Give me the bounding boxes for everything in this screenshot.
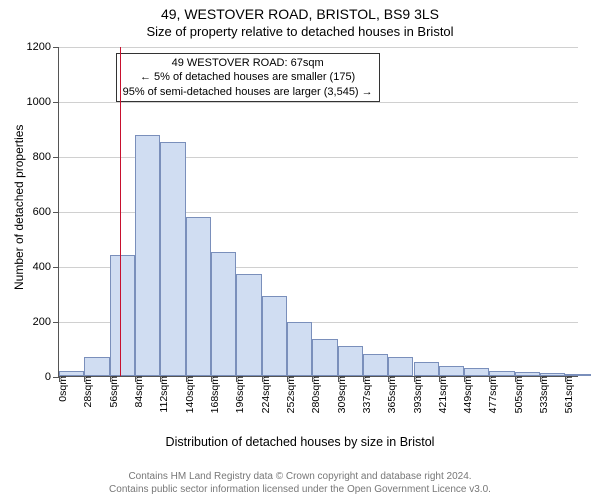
y-tick (53, 47, 59, 48)
y-tick-label: 1200 (27, 41, 51, 53)
histogram-bar (312, 339, 337, 376)
x-tick-label: 252sqm (277, 376, 297, 413)
x-tick-label: 449sqm (454, 376, 474, 413)
x-tick-label: 112sqm (150, 376, 170, 413)
y-tick-label: 1000 (27, 96, 51, 108)
histogram-bar (439, 366, 464, 376)
x-tick-label: 196sqm (226, 376, 246, 413)
histogram-bar (135, 135, 160, 376)
x-tick-label: 365sqm (378, 376, 398, 413)
histogram-bar (262, 296, 287, 376)
histogram-bar (287, 322, 312, 376)
x-tick-label: 0sqm (49, 376, 69, 402)
x-tick-label: 84sqm (125, 376, 145, 408)
x-tick-label: 561sqm (555, 376, 575, 413)
info-box-line2: ← 5% of detached houses are smaller (175… (123, 70, 373, 84)
histogram-bar (186, 217, 211, 377)
y-tick-label: 200 (33, 316, 51, 328)
chart-plot-area: 49 WESTOVER ROAD: 67sqm ← 5% of detached… (58, 47, 578, 377)
marker-line (120, 47, 121, 376)
y-axis-title: Number of detached properties (12, 125, 26, 290)
y-tick (53, 102, 59, 103)
x-tick-label: 533sqm (530, 376, 550, 413)
x-tick-label: 140sqm (176, 376, 196, 413)
histogram-bar (338, 346, 363, 376)
histogram-bar (236, 274, 261, 376)
x-tick-label: 168sqm (201, 376, 221, 413)
y-tick-label: 800 (33, 151, 51, 163)
histogram-bar (160, 142, 185, 376)
x-tick-label: 28sqm (74, 376, 94, 408)
x-tick-label: 56sqm (100, 376, 120, 408)
x-tick-label: 421sqm (429, 376, 449, 413)
histogram-bar (414, 362, 439, 376)
histogram-bar (388, 357, 413, 376)
histogram-bar (84, 357, 109, 376)
y-tick (53, 157, 59, 158)
credits-line1: Contains HM Land Registry data © Crown c… (0, 471, 600, 484)
x-tick-label: 393sqm (404, 376, 424, 413)
info-box-line3: 95% of semi-detached houses are larger (… (123, 85, 373, 99)
info-box: 49 WESTOVER ROAD: 67sqm ← 5% of detached… (116, 53, 380, 102)
y-tick-label: 600 (33, 206, 51, 218)
y-tick-label: 400 (33, 261, 51, 273)
histogram-bar (464, 368, 489, 376)
gridline-h (59, 102, 578, 103)
x-tick-label: 309sqm (328, 376, 348, 413)
credits: Contains HM Land Registry data © Crown c… (0, 471, 600, 496)
y-tick (53, 212, 59, 213)
x-tick-label: 337sqm (353, 376, 373, 413)
page-title: 49, WESTOVER ROAD, BRISTOL, BS9 3LS (0, 6, 600, 22)
x-tick-label: 505sqm (505, 376, 525, 413)
x-tick-label: 224sqm (252, 376, 272, 413)
info-box-line1: 49 WESTOVER ROAD: 67sqm (123, 56, 373, 70)
histogram-bar (211, 252, 236, 376)
histogram-bar (110, 255, 135, 376)
histogram-bar (363, 354, 388, 376)
x-axis-title: Distribution of detached houses by size … (0, 435, 600, 449)
x-tick-label: 280sqm (302, 376, 322, 413)
y-tick (53, 267, 59, 268)
gridline-h (59, 47, 578, 48)
y-tick (53, 322, 59, 323)
page-subtitle: Size of property relative to detached ho… (0, 24, 600, 39)
credits-line2: Contains public sector information licen… (0, 484, 600, 497)
x-tick-label: 477sqm (479, 376, 499, 413)
